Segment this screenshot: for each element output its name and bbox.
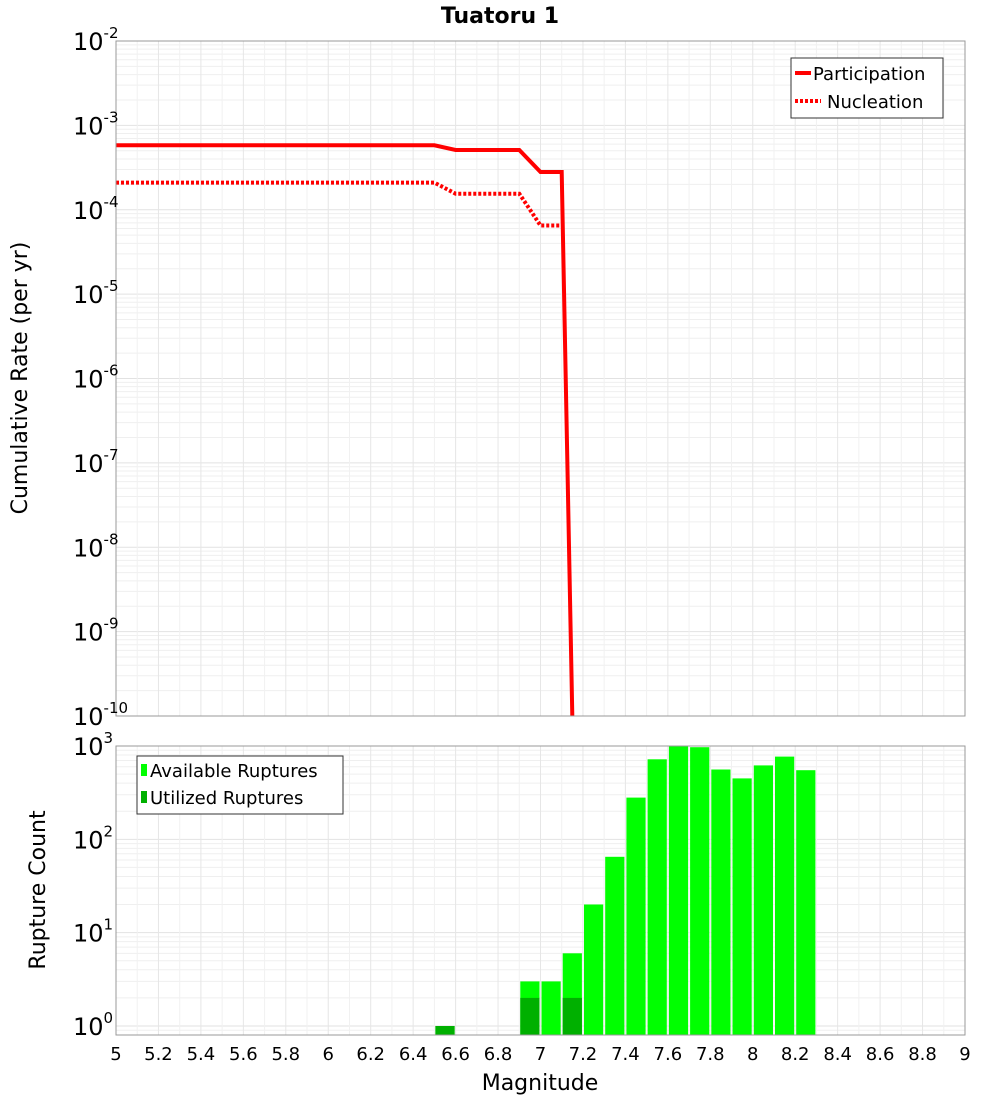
rupture-y-tick-label: 102	[73, 822, 113, 854]
rupture-plot-y-axis-label: Rupture Count	[26, 810, 51, 970]
legend-utilized-label: Utilized Ruptures	[150, 788, 303, 809]
legend-available-label: Available Ruptures	[150, 761, 318, 782]
x-tick-label: 8	[747, 1044, 758, 1065]
x-tick-label: 6.2	[356, 1044, 385, 1065]
available-rupture-bar	[584, 904, 604, 1035]
rate-y-tick-label: 10-6	[73, 362, 119, 394]
rate-y-tick-label: 10-4	[73, 193, 119, 225]
series-line-nucleation	[116, 180, 562, 228]
available-rupture-bar	[690, 747, 710, 1035]
rate-y-tick-label: 10-3	[73, 108, 119, 140]
rupture-y-tick-label: 100	[73, 1009, 113, 1041]
rate-plot-gridlines	[115, 41, 966, 717]
rupture-plot-frame	[115, 745, 966, 1036]
rate-plot-panel: 10-10 10-9 10-8 10-7 10-6 10-5 10-4 10-3 10-2 Cu…	[8, 24, 966, 731]
x-tick-label: 8.8	[908, 1044, 937, 1065]
x-tick-label: 6.4	[399, 1044, 428, 1065]
rate-plot-legend: Participation Nucleation	[790, 57, 944, 119]
rate-y-tick-label: 10-7	[73, 446, 119, 478]
rupture-plot-legend: Available Ruptures Utilized Ruptures	[136, 755, 344, 815]
rupture-plot-bars	[435, 746, 816, 1035]
x-tick-label: 5	[110, 1044, 121, 1065]
x-axis-label: Magnitude	[482, 1071, 599, 1096]
x-tick-label: 7.2	[569, 1044, 598, 1065]
x-tick-label: 9	[959, 1044, 970, 1065]
rate-plot-lines	[116, 143, 575, 717]
available-rupture-bar	[647, 759, 667, 1035]
x-tick-label: 5.4	[187, 1044, 216, 1065]
x-tick-label: 5.6	[229, 1044, 258, 1065]
x-tick-label: 8.2	[781, 1044, 810, 1065]
available-rupture-bar	[711, 769, 731, 1035]
available-rupture-bar	[753, 765, 773, 1035]
rupture-legend-box	[136, 755, 344, 815]
x-tick-label: 8.6	[866, 1044, 895, 1065]
x-tick-label: 6	[323, 1044, 334, 1065]
rupture-y-tick-label: 101	[73, 916, 113, 948]
rate-plot-frame	[115, 40, 966, 717]
available-rupture-bar	[775, 756, 795, 1035]
series-line-participation	[116, 143, 575, 717]
x-tick-label: 7	[535, 1044, 546, 1065]
x-tick-label: 7.4	[611, 1044, 640, 1065]
rate-y-tick-label: 10-5	[73, 277, 119, 309]
x-tick-label: 7.8	[696, 1044, 725, 1065]
available-rupture-bar	[626, 797, 646, 1035]
rupture-plot-x-tick-labels: 5 5.2 5.4 5.6 5.8 6 6.2 6.4 6.6 6.8 7 7.2 7.4 7.6 7.8 8…	[110, 1044, 970, 1065]
utilized-rupture-bar	[520, 997, 540, 1035]
rate-plot-y-tick-labels: 10-10 10-9 10-8 10-7 10-6 10-5 10-4 10-3 10-2	[73, 24, 128, 731]
available-rupture-bar	[541, 981, 561, 1035]
available-rupture-bar	[732, 778, 752, 1035]
available-rupture-bar	[605, 856, 625, 1035]
chart-title: Tuatoru 1	[441, 4, 559, 29]
legend-utilized-swatch	[141, 791, 147, 803]
rate-legend-box	[790, 57, 944, 119]
rate-y-tick-label: 10-10	[73, 699, 128, 731]
utilized-rupture-bar	[435, 1026, 455, 1035]
rupture-y-tick-label: 103	[73, 729, 113, 761]
rate-y-tick-label: 10-9	[73, 615, 119, 647]
x-tick-label: 8.4	[823, 1044, 852, 1065]
rate-y-tick-label: 10-8	[73, 530, 119, 562]
rate-y-tick-label: 10-2	[73, 24, 119, 56]
legend-participation-label: Participation	[813, 64, 925, 85]
legend-nucleation-label: Nucleation	[827, 92, 923, 113]
available-rupture-bar	[668, 746, 689, 1035]
x-tick-label: 5.2	[144, 1044, 173, 1065]
rate-plot-y-axis-label: Cumulative Rate (per yr)	[8, 242, 33, 515]
x-tick-label: 5.8	[271, 1044, 300, 1065]
x-tick-label: 6.6	[441, 1044, 470, 1065]
x-tick-label: 7.6	[654, 1044, 683, 1065]
rupture-plot-y-tick-labels: 100 101 102 103	[73, 729, 113, 1041]
available-rupture-bar	[796, 770, 816, 1035]
rupture-count-panel: 100 101 102 103 5 5.2 5.4 5.6 5.8 6 6.2 6.4 6.6 6.8 7…	[26, 729, 971, 1096]
legend-available-swatch	[141, 764, 147, 776]
x-tick-label: 6.8	[484, 1044, 513, 1065]
utilized-rupture-bar	[562, 997, 582, 1035]
